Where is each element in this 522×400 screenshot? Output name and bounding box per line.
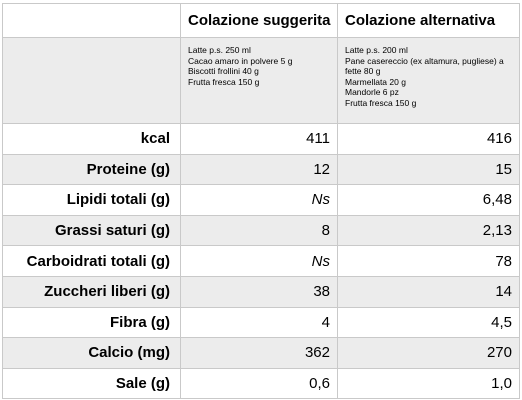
table-row: Carboidrati totali (g) Ns 78 xyxy=(2,245,520,277)
value-suggested: Ns xyxy=(180,245,338,277)
value-alternative: 1,0 xyxy=(337,367,520,400)
description-line: Latte p.s. 250 ml xyxy=(188,45,251,55)
description-alternative: Latte p.s. 200 ml Pane casereccio (ex al… xyxy=(337,37,520,124)
value-alternative: 270 xyxy=(337,337,520,369)
value-alternative: 416 xyxy=(337,123,520,155)
table-row: Calcio (mg) 362 270 xyxy=(2,337,520,369)
description-line: Latte p.s. 200 ml xyxy=(345,45,408,55)
header-empty-cell xyxy=(2,3,181,38)
table-row: kcal 411 416 xyxy=(2,123,520,155)
value-alternative: 6,48 xyxy=(337,184,520,216)
nutrition-comparison-table: Colazione suggerita Colazione alternativ… xyxy=(2,3,520,400)
value-alternative: 14 xyxy=(337,275,520,308)
table-row: Fibra (g) 4 4,5 xyxy=(2,306,520,339)
value-suggested: 4 xyxy=(180,306,338,339)
table-row: Proteine (g) 12 15 xyxy=(2,153,520,186)
row-label: Calcio (mg) xyxy=(2,337,181,369)
value-alternative: 78 xyxy=(337,245,520,277)
row-label: Grassi saturi (g) xyxy=(2,214,181,247)
table-row: Grassi saturi (g) 8 2,13 xyxy=(2,214,520,247)
row-label: Proteine (g) xyxy=(2,153,181,186)
value-suggested: Ns xyxy=(180,184,338,216)
value-suggested: 38 xyxy=(180,275,338,308)
row-label: kcal xyxy=(2,123,181,155)
description-line: Frutta fresca 150 g xyxy=(188,76,260,87)
description-empty-cell xyxy=(2,37,181,124)
value-suggested: 12 xyxy=(180,153,338,186)
table-row: Zuccheri liberi (g) 38 14 xyxy=(2,275,520,308)
description-suggested: Latte p.s. 250 ml Cacao amaro in polvere… xyxy=(180,37,338,124)
description-line: Marmellata 20 g xyxy=(345,76,406,87)
description-line: Frutta fresca 150 g xyxy=(345,97,417,108)
value-alternative: 4,5 xyxy=(337,306,520,339)
header-alternative: Colazione alternativa xyxy=(337,3,520,38)
row-label: Fibra (g) xyxy=(2,306,181,339)
description-line: Pane casereccio (ex altamura, pugliese) … xyxy=(345,55,504,77)
value-suggested: 411 xyxy=(180,123,338,155)
table-row: Sale (g) 0,6 1,0 xyxy=(2,367,520,400)
row-label: Lipidi totali (g) xyxy=(2,184,181,216)
value-suggested: 0,6 xyxy=(180,367,338,400)
row-label: Sale (g) xyxy=(2,367,181,400)
value-alternative: 15 xyxy=(337,153,520,186)
description-line: Cacao amaro in polvere 5 g xyxy=(188,55,293,66)
description-row: Latte p.s. 250 ml Cacao amaro in polvere… xyxy=(2,37,520,124)
description-line: Biscotti frollini 40 g xyxy=(188,66,259,76)
table-row: Lipidi totali (g) Ns 6,48 xyxy=(2,184,520,216)
value-alternative: 2,13 xyxy=(337,214,520,247)
value-suggested: 8 xyxy=(180,214,338,247)
value-suggested: 362 xyxy=(180,337,338,369)
row-label: Carboidrati totali (g) xyxy=(2,245,181,277)
description-line: Mandorle 6 pz xyxy=(345,87,399,97)
header-row: Colazione suggerita Colazione alternativ… xyxy=(2,3,520,38)
header-suggested: Colazione suggerita xyxy=(180,3,338,38)
row-label: Zuccheri liberi (g) xyxy=(2,275,181,308)
